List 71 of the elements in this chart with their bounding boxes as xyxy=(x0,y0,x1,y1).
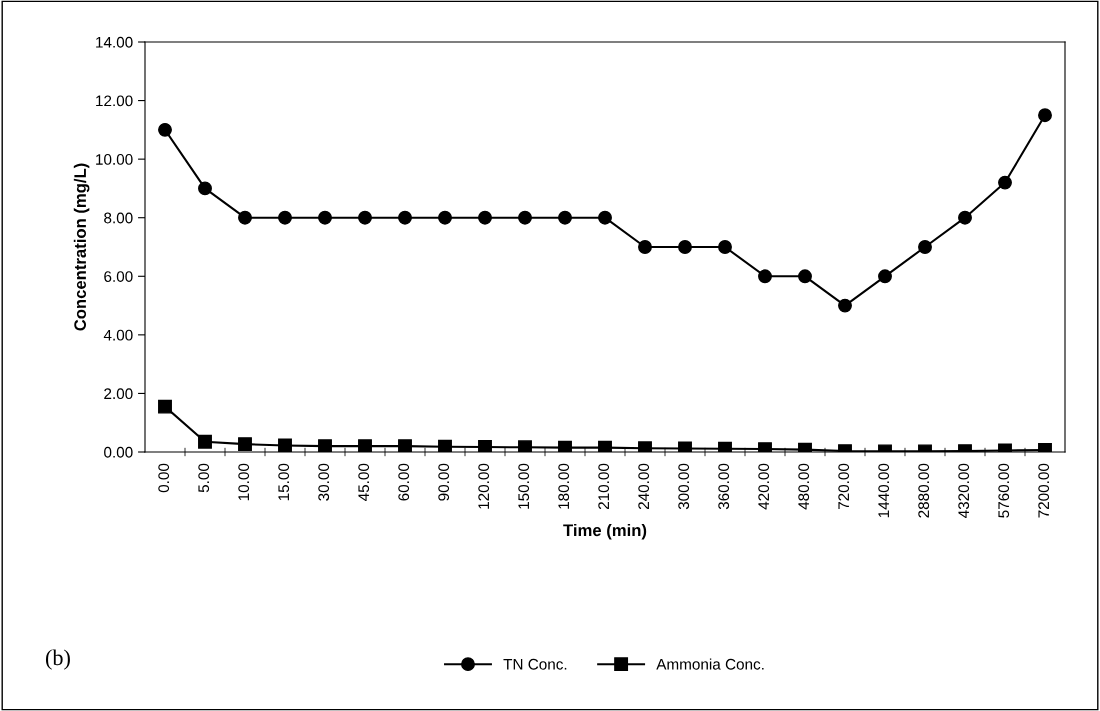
x-tick-label: 30.00 xyxy=(318,463,330,501)
x-tick-label: 120.00 xyxy=(478,463,490,509)
text: (b) xyxy=(45,649,70,670)
x-tick-label: 90.00 xyxy=(438,463,450,501)
point xyxy=(358,439,372,452)
x-tick-label: 15.00 xyxy=(278,463,290,501)
y-tick-label: 12.00 xyxy=(96,95,133,107)
x-tick-label: 5.00 xyxy=(198,463,210,493)
y-tick-label: 6.00 xyxy=(104,271,133,282)
x-tick-label: 180.00 xyxy=(558,463,570,509)
x-tick-label: 240.00 xyxy=(638,463,650,510)
point xyxy=(878,269,892,284)
x-tick-label: 480.00 xyxy=(798,463,810,510)
point xyxy=(278,210,292,225)
point xyxy=(998,175,1012,190)
point xyxy=(598,210,612,225)
point xyxy=(1038,108,1052,123)
point xyxy=(558,210,572,225)
point xyxy=(638,441,652,452)
point xyxy=(438,439,452,452)
x-tick-label: 10.00 xyxy=(238,463,250,501)
point xyxy=(518,440,532,452)
point xyxy=(278,438,292,452)
legend-label: TN Conc. xyxy=(503,658,567,670)
y-tick-label: 0.00 xyxy=(104,446,133,458)
x-tick-label: 45.00 xyxy=(358,463,370,501)
point xyxy=(958,210,972,225)
y-tick-label: 14.00 xyxy=(96,36,133,48)
point xyxy=(718,240,732,254)
legend-label: Ammonia Conc. xyxy=(656,658,764,670)
point xyxy=(478,440,492,452)
x-tick-label: 210.00 xyxy=(598,463,610,510)
point xyxy=(438,210,452,225)
point xyxy=(398,439,412,452)
x-tick-label: 360.00 xyxy=(718,463,730,510)
y-tick-label: 8.00 xyxy=(104,212,133,224)
x-tick-label: 420.00 xyxy=(758,463,770,510)
x-tick-label: 2880.00 xyxy=(918,463,930,518)
point xyxy=(318,210,332,225)
y-tick-label: 4.00 xyxy=(103,329,133,341)
x-tick-label: 60.00 xyxy=(398,463,410,501)
point xyxy=(758,269,772,284)
y-tick-label: 2.00 xyxy=(104,388,133,400)
point xyxy=(198,434,212,449)
point xyxy=(198,181,212,196)
x-tick-label: 1440.00 xyxy=(878,463,890,518)
x-tick-label: 300.00 xyxy=(678,463,690,510)
x-tick-label: 5760.00 xyxy=(998,463,1010,518)
point xyxy=(158,122,172,137)
x-tick-label: 150.00 xyxy=(518,463,530,509)
point xyxy=(918,240,932,254)
y-tick-label: 10.00 xyxy=(96,154,133,165)
point xyxy=(598,440,612,452)
x-tick-label: 4320.00 xyxy=(958,463,970,518)
point xyxy=(158,399,172,414)
point xyxy=(558,440,572,452)
point xyxy=(398,210,412,225)
point xyxy=(638,240,652,254)
point xyxy=(238,210,252,225)
x-tick-label: 720.00 xyxy=(838,463,850,510)
point xyxy=(678,240,692,254)
y-axis-title: Concentration (mg/L) xyxy=(73,163,90,331)
x-axis-title: Time (min) xyxy=(563,523,647,540)
point xyxy=(838,298,852,313)
point xyxy=(518,210,532,225)
point xyxy=(318,439,332,452)
point xyxy=(798,269,812,284)
point xyxy=(358,210,372,225)
x-tick-label: 7200.00 xyxy=(1038,463,1050,518)
x-tick-label: 0.00 xyxy=(158,463,170,493)
point xyxy=(478,210,492,225)
